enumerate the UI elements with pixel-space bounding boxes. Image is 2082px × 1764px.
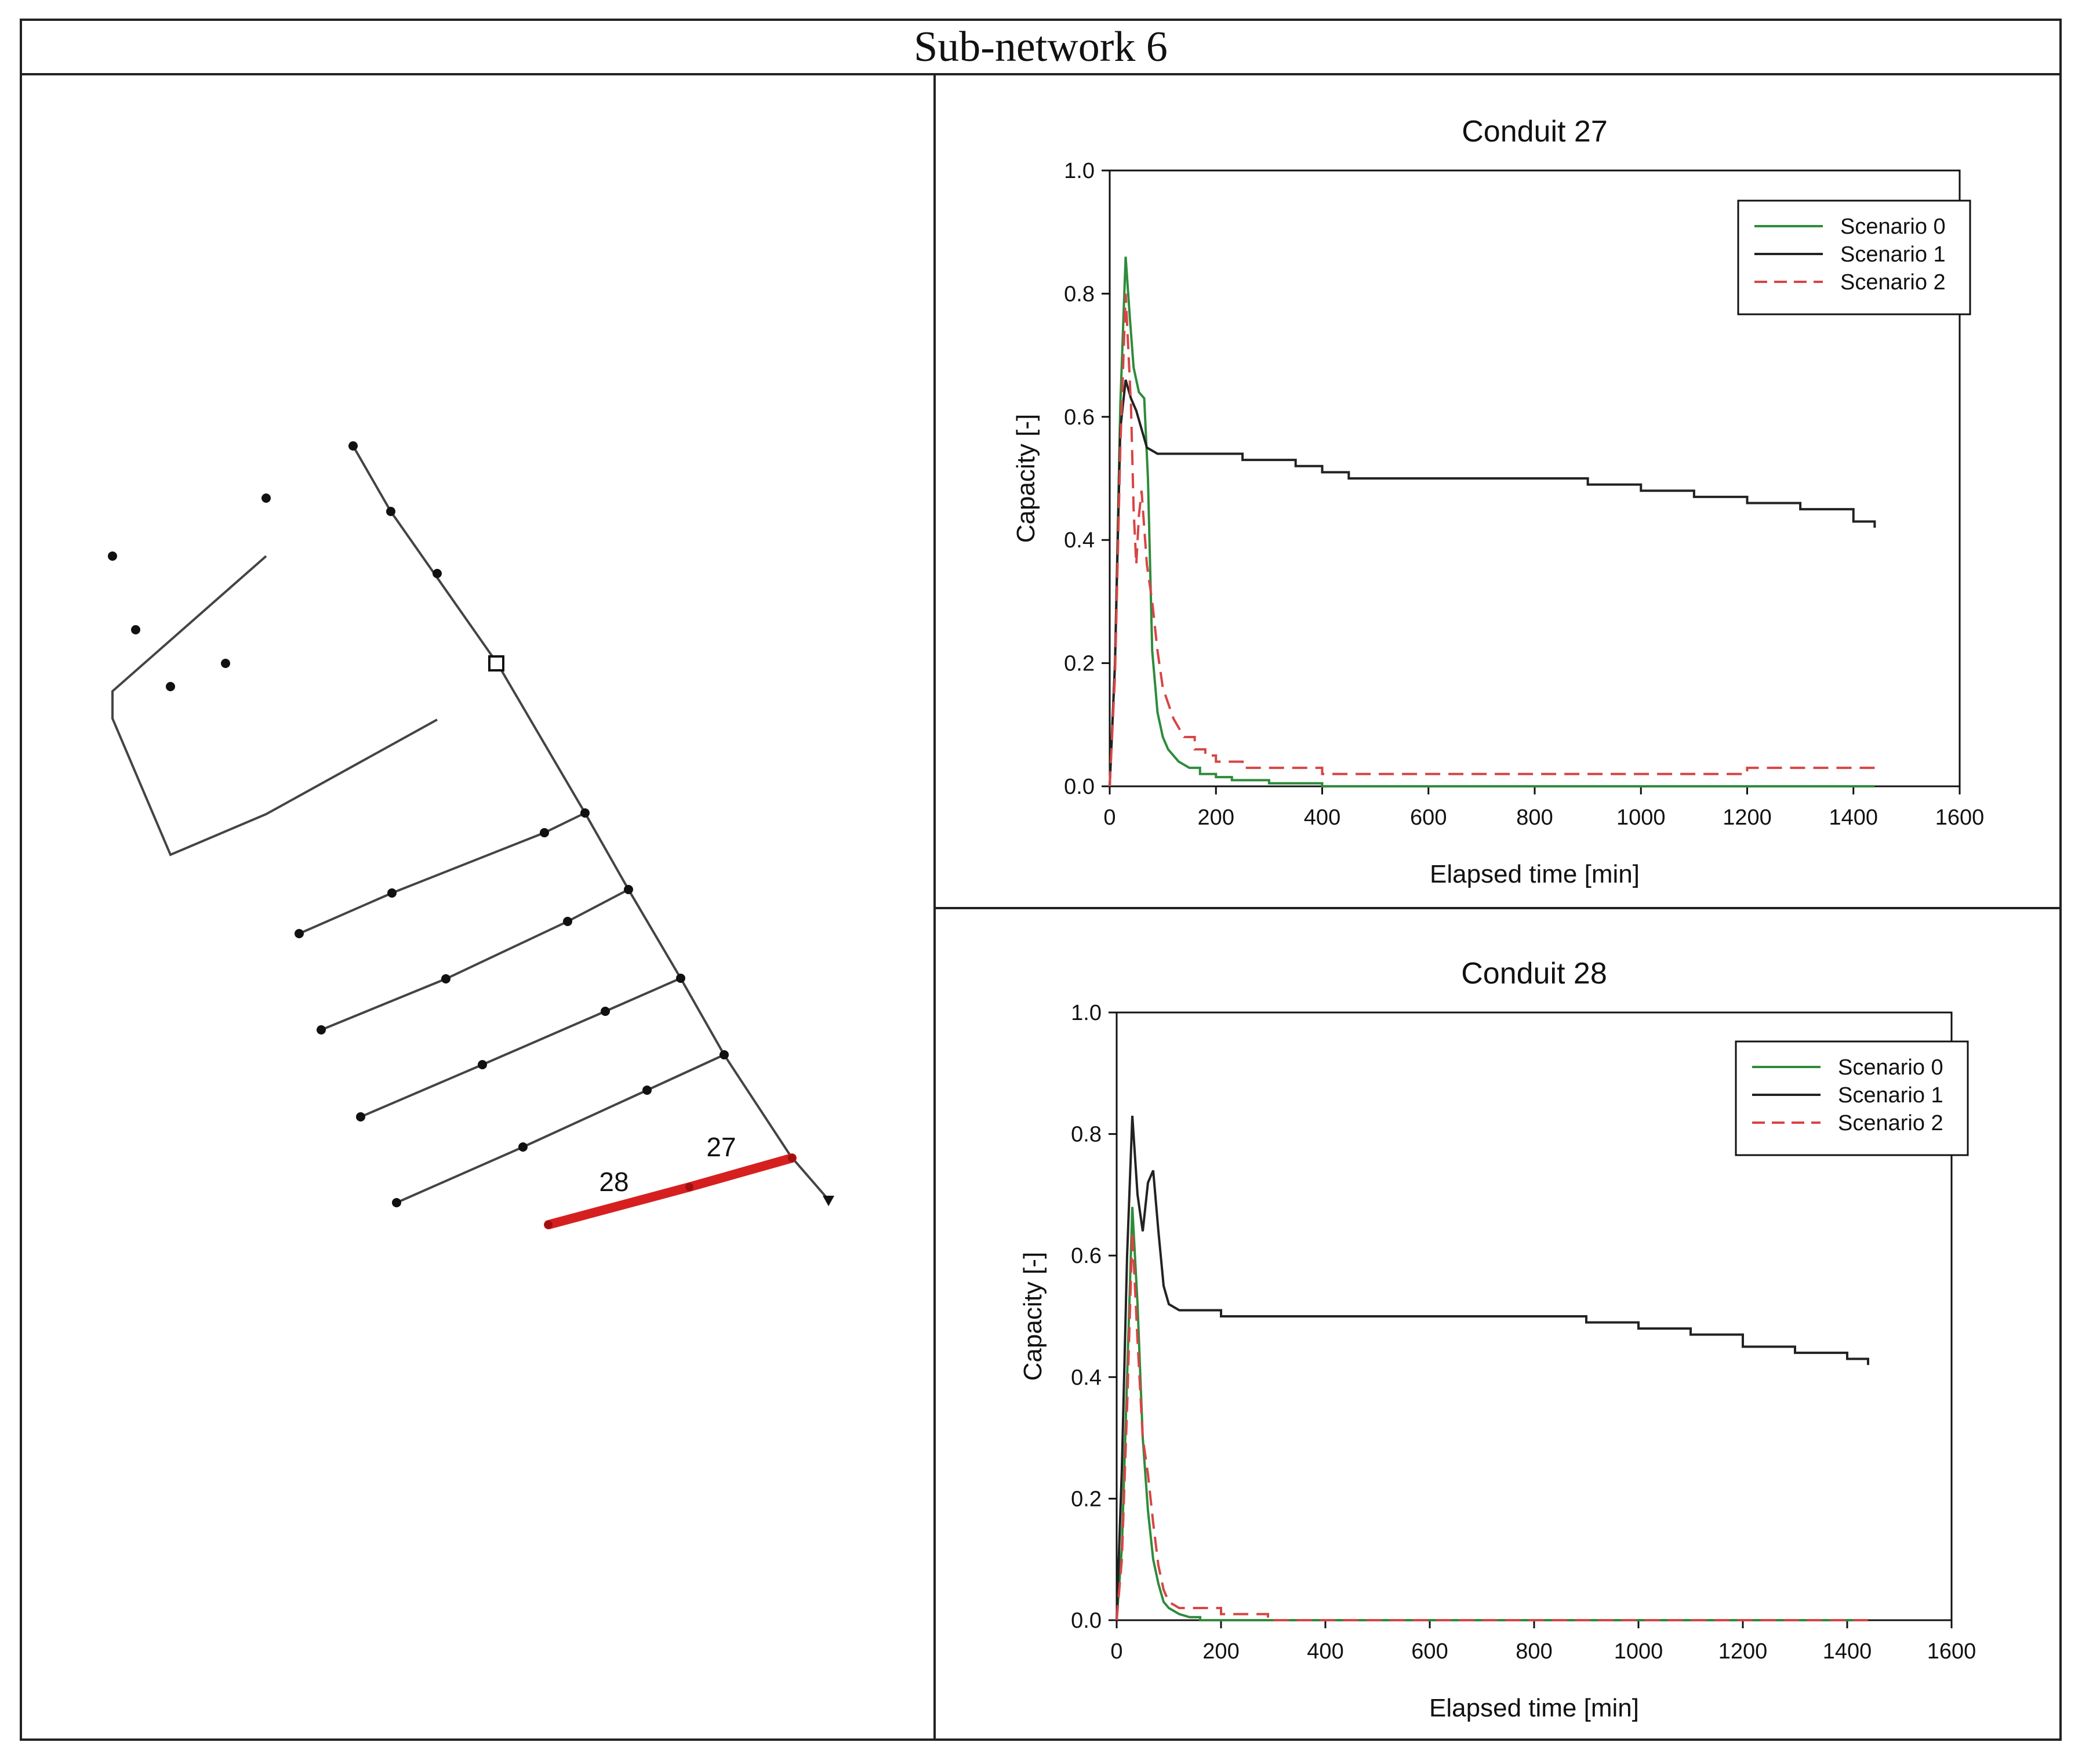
network-node <box>387 888 397 898</box>
network-pipe-5 <box>396 1054 725 1204</box>
conduit-27-label: 27 <box>706 1132 736 1162</box>
network-node <box>563 917 572 926</box>
y-tick-label: 0.4 <box>1064 528 1095 553</box>
network-node <box>601 1007 610 1016</box>
x-tick-label: 1400 <box>1823 1639 1872 1664</box>
x-axis-label: Elapsed time [min] <box>1429 1694 1639 1722</box>
x-tick-label: 600 <box>1411 1639 1448 1664</box>
figure-frame: Sub-network 6 28 27 Conduit 27 0 200 400 600 8… <box>20 19 2062 1741</box>
network-map: 28 27 <box>108 441 834 1229</box>
y-tick-label: 0.6 <box>1064 405 1095 430</box>
y-tick-label: 0.0 <box>1064 775 1095 799</box>
highlight-node <box>544 1221 553 1229</box>
network-node <box>221 659 230 668</box>
network-node <box>580 808 590 818</box>
network-node <box>356 1112 365 1121</box>
series-line-scenario-1 <box>1116 1116 1869 1621</box>
y-tick-label: 0.8 <box>1071 1123 1102 1147</box>
outfall-icon <box>823 1196 834 1206</box>
network-pipe-3 <box>321 888 629 1031</box>
legend-label: Scenario 0 <box>1838 1055 1943 1080</box>
y-tick-label: 0.2 <box>1071 1487 1102 1511</box>
network-node <box>295 929 304 938</box>
y-tick-label: 0.6 <box>1071 1244 1102 1268</box>
network-node <box>261 493 271 503</box>
series-line-scenario-0 <box>1116 1207 1868 1621</box>
x-tick-label: 1600 <box>1927 1639 1976 1664</box>
network-node <box>540 828 549 837</box>
network-node <box>624 885 633 894</box>
figure-title: Sub-network 6 <box>22 21 2059 75</box>
highlighted-conduits-28-27 <box>544 1153 797 1229</box>
network-node <box>317 1025 326 1035</box>
x-tick-label: 1000 <box>1614 1639 1663 1664</box>
network-node <box>720 1050 729 1059</box>
x-tick-label: 1000 <box>1616 805 1666 830</box>
y-tick-label: 0.2 <box>1064 652 1095 676</box>
y-tick-label: 0.0 <box>1071 1609 1102 1633</box>
network-pipe-1 <box>352 445 830 1201</box>
network-node <box>642 1086 652 1095</box>
x-tick-label: 400 <box>1307 1639 1343 1664</box>
network-pipe-0 <box>111 555 438 856</box>
x-tick-label: 1200 <box>1723 805 1772 830</box>
y-tick-label: 0.4 <box>1071 1366 1102 1390</box>
chart-conduit-28: Conduit 28 0 200 400 600 800 1000 1200 1400 1600 0… <box>1019 957 1976 1722</box>
y-tick-label: 1.0 <box>1064 159 1095 183</box>
x-tick-label: 200 <box>1198 805 1234 830</box>
conduit-28-label: 28 <box>599 1167 628 1197</box>
legend-label: Scenario 1 <box>1840 242 1946 267</box>
y-tick-label: 0.8 <box>1064 282 1095 306</box>
network-node <box>348 441 358 451</box>
chart-panel-conduit-27: Conduit 27 0 200 400 600 800 1000 1200 1400 1600 0… <box>936 75 2059 909</box>
network-node <box>478 1060 487 1069</box>
x-tick-label: 200 <box>1202 1639 1239 1664</box>
highlight-node <box>685 1183 693 1191</box>
y-tick-label: 1.0 <box>1071 1001 1102 1025</box>
network-node <box>676 974 685 983</box>
x-tick-label: 600 <box>1410 805 1447 830</box>
series-line-scenario-0 <box>1109 256 1875 787</box>
network-node <box>108 551 117 561</box>
series-line-scenario-2 <box>1116 1231 1868 1621</box>
chart-title: Conduit 28 <box>1461 957 1607 990</box>
x-tick-label: 800 <box>1516 1639 1552 1664</box>
legend-label: Scenario 2 <box>1838 1111 1943 1135</box>
legend-label: Scenario 0 <box>1840 215 1946 239</box>
network-node <box>433 569 442 578</box>
y-axis-label: Capacity [-] <box>1012 414 1040 543</box>
chart-title: Conduit 27 <box>1462 115 1608 148</box>
network-node <box>518 1142 528 1152</box>
legend-box <box>1735 1040 1969 1156</box>
network-map-panel: 28 27 <box>22 75 936 1741</box>
x-tick-label: 1200 <box>1718 1639 1768 1664</box>
series-line-scenario-2 <box>1109 293 1875 787</box>
network-pipe-2 <box>299 812 586 935</box>
x-tick-label: 1600 <box>1935 805 1985 830</box>
series-line-scenario-1 <box>1109 379 1876 787</box>
x-tick-label: 400 <box>1304 805 1340 830</box>
storage-node-icon <box>488 655 504 672</box>
network-node <box>392 1198 401 1207</box>
y-axis-label: Capacity [-] <box>1019 1252 1047 1381</box>
legend-label: Scenario 2 <box>1840 270 1946 295</box>
network-pipe-4 <box>360 977 681 1118</box>
network-node <box>441 974 450 983</box>
legend-box <box>1737 199 1971 315</box>
x-tick-label: 0 <box>1103 805 1116 830</box>
network-node <box>166 682 175 691</box>
x-tick-label: 1400 <box>1829 805 1878 830</box>
network-node <box>386 507 395 516</box>
x-tick-label: 800 <box>1516 805 1553 830</box>
highlight-node <box>788 1154 796 1162</box>
chart-panel-conduit-28: Conduit 28 0 200 400 600 800 1000 1200 1400 1600 0… <box>936 909 2059 1741</box>
x-tick-label: 0 <box>1110 1639 1122 1664</box>
chart-conduit-27: Conduit 27 0 200 400 600 800 1000 1200 1400 1600 0… <box>1012 115 1985 888</box>
legend-label: Scenario 1 <box>1838 1083 1943 1108</box>
x-axis-label: Elapsed time [min] <box>1430 860 1640 888</box>
network-node <box>131 625 140 634</box>
